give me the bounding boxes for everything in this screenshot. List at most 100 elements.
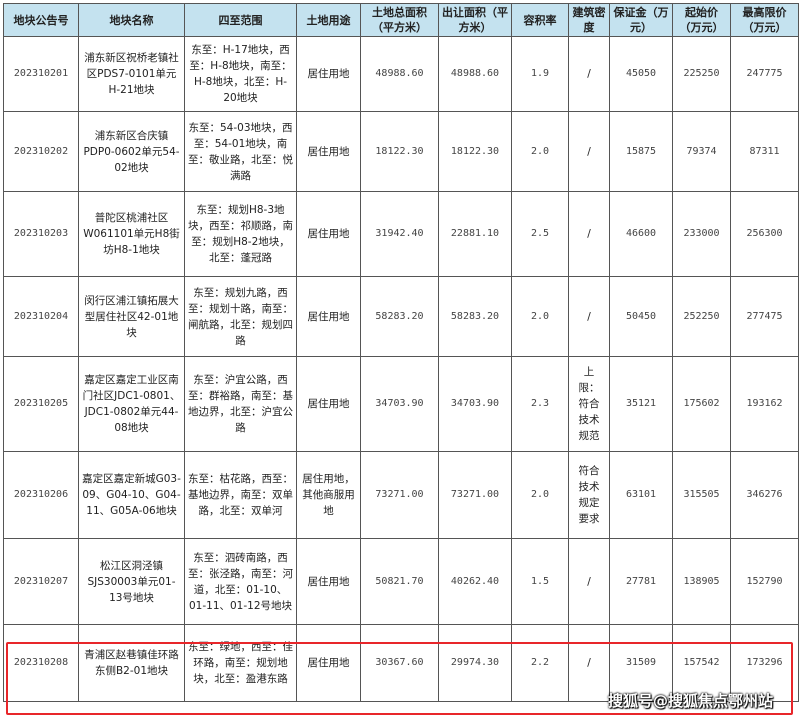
cell-land-use: 居住用地 [296,538,361,625]
cell-max-price: 247775 [730,36,799,112]
cell-max-price: 152790 [730,538,799,625]
cell-start-price: 138905 [672,538,731,625]
cell-boundaries: 东至：枯花路，西至：基地边界，南至：双单路，北至：双单河 [184,451,297,539]
cell-plot-name: 嘉定区嘉定工业区南门社区JDC1-0801、JDC1-0802单元44-08地块 [78,356,185,452]
cell-land-use: 居住用地，其他商服用地 [296,451,361,539]
cell-transfer-area: 48988.60 [438,36,512,112]
cell-building-density: / [568,276,610,357]
cell-transfer-area: 29974.30 [438,624,512,702]
cell-notice-no: 202310204 [3,276,79,357]
cell-notice-no: 202310203 [3,191,79,277]
table-row: 202310208 青浦区赵巷镇佳环路东侧B2-01地块 东至：绿地，西至：佳环路，… [3,624,799,702]
cell-notice-no: 202310202 [3,111,79,192]
cell-building-density: / [568,111,610,192]
cell-plot-name: 浦东新区祝桥老镇社区PDS7-0101单元H-21地块 [78,36,185,112]
cell-notice-no: 202310205 [3,356,79,452]
cell-deposit: 15875 [609,111,673,192]
cell-building-density: 上限：符合技术规范 [568,356,610,452]
header-notice-no: 地块公告号 [3,3,79,37]
cell-land-use: 居住用地 [296,191,361,277]
cell-notice-no: 202310201 [3,36,79,112]
cell-start-price: 233000 [672,191,731,277]
cell-max-price: 346276 [730,451,799,539]
cell-boundaries: 东至：54-03地块，西至：54-01地块，南至：敬业路，北至：悦满路 [184,111,297,192]
cell-total-area: 73271.00 [360,451,439,539]
watermark: 搜狐号@搜狐焦点鄂州站 [608,692,774,710]
cell-max-price: 256300 [730,191,799,277]
header-start-price: 起始价（万元） [672,3,731,37]
cell-plot-ratio: 2.0 [511,111,569,192]
cell-building-density: / [568,191,610,277]
cell-boundaries: 东至：规划九路，西至：规划十路，南至：闸航路，北至：规划四路 [184,276,297,357]
cell-land-use: 居住用地 [296,356,361,452]
cell-transfer-area: 40262.40 [438,538,512,625]
cell-max-price: 87311 [730,111,799,192]
cell-plot-name: 嘉定区嘉定新城G03-09、G04-10、G04-11、G05A-06地块 [78,451,185,539]
cell-plot-ratio: 1.9 [511,36,569,112]
cell-plot-ratio: 1.5 [511,538,569,625]
header-land-use: 土地用途 [296,3,361,37]
header-transfer-area: 出让面积（平方米） [438,3,512,37]
cell-notice-no: 202310207 [3,538,79,625]
cell-plot-ratio: 2.2 [511,624,569,702]
cell-deposit: 50450 [609,276,673,357]
cell-boundaries: 东至：泗砖南路，西至：张泾路，南至：河道，北至：01-10、01-11、01-1… [184,538,297,625]
table-row: 202310201 浦东新区祝桥老镇社区PDS7-0101单元H-21地块 东至：H… [3,36,799,112]
cell-deposit: 27781 [609,538,673,625]
header-total-area: 土地总面积（平方米） [360,3,439,37]
cell-plot-ratio: 2.0 [511,451,569,539]
cell-deposit: 45050 [609,36,673,112]
header-max-price: 最高限价（万元） [730,3,799,37]
cell-total-area: 50821.70 [360,538,439,625]
cell-land-use: 居住用地 [296,276,361,357]
table-header: 地块公告号 地块名称 四至范围 土地用途 土地总面积（平方米） 出让面积（平方米） 容积率建… [3,3,799,37]
cell-building-density: / [568,36,610,112]
cell-building-density: / [568,624,610,702]
cell-plot-name: 普陀区桃浦社区W061101单元H8街坊H8-1地块 [78,191,185,277]
cell-transfer-area: 34703.90 [438,356,512,452]
cell-land-use: 居住用地 [296,111,361,192]
cell-transfer-area: 18122.30 [438,111,512,192]
cell-plot-name: 松江区洞泾镇SJS30003单元01-13号地块 [78,538,185,625]
table-row: 202310202 浦东新区合庆镇PDP0-0602单元54-02地块 东至：54-… [3,111,799,192]
cell-plot-ratio: 2.0 [511,276,569,357]
cell-building-density: / [568,538,610,625]
cell-max-price: 193162 [730,356,799,452]
cell-transfer-area: 22881.10 [438,191,512,277]
table-row: 202310207 松江区洞泾镇SJS30003单元01-13号地块 东至：泗砖南路… [3,538,799,625]
cell-boundaries: 东至：H-17地块，西至：H-8地块，南至：H-8地块，北至：H-20地块 [184,36,297,112]
cell-max-price: 277475 [730,276,799,357]
cell-boundaries: 东至：沪宜公路，西至：群裕路，南至：基地边界，北至：沪宜公路 [184,356,297,452]
table-row: 202310203 普陀区桃浦社区W061101单元H8街坊H8-1地块 东至：规划… [3,191,799,277]
cell-max-price: 173296 [730,624,799,702]
cell-plot-ratio: 2.5 [511,191,569,277]
cell-boundaries: 东至：规划H8-3地块，西至：祁顺路，南至：规划H8-2地块，北至：蓬冠路 [184,191,297,277]
header-plot-ratio: 容积率 [511,3,569,37]
header-boundaries: 四至范围 [184,3,297,37]
table-row: 202310205 嘉定区嘉定工业区南门社区JDC1-0801、JDC1-0802… [3,356,799,452]
cell-plot-name: 青浦区赵巷镇佳环路东侧B2-01地块 [78,624,185,702]
cell-notice-no: 202310208 [3,624,79,702]
land-auction-table: 地块公告号 地块名称 四至范围 土地用途 土地总面积（平方米） 出让面积（平方米） 容积率建… [3,3,799,702]
cell-deposit: 46600 [609,191,673,277]
cell-plot-name: 浦东新区合庆镇PDP0-0602单元54-02地块 [78,111,185,192]
cell-transfer-area: 58283.20 [438,276,512,357]
cell-transfer-area: 73271.00 [438,451,512,539]
cell-total-area: 58283.20 [360,276,439,357]
cell-deposit: 63101 [609,451,673,539]
cell-total-area: 31942.40 [360,191,439,277]
cell-land-use: 居住用地 [296,624,361,702]
cell-start-price: 175602 [672,356,731,452]
cell-total-area: 30367.60 [360,624,439,702]
cell-start-price: 157542 [672,624,731,702]
cell-land-use: 居住用地 [296,36,361,112]
cell-total-area: 48988.60 [360,36,439,112]
cell-start-price: 252250 [672,276,731,357]
cell-plot-name: 闵行区浦江镇拓展大型居住社区42-01地块 [78,276,185,357]
cell-deposit: 35121 [609,356,673,452]
table-row: 202310204 闵行区浦江镇拓展大型居住社区42-01地块 东至：规划九路，西至… [3,276,799,357]
cell-start-price: 315505 [672,451,731,539]
header-plot-name: 地块名称 [78,3,185,37]
table-row: 202310206 嘉定区嘉定新城G03-09、G04-10、G04-11、G05… [3,451,799,539]
cell-plot-ratio: 2.3 [511,356,569,452]
